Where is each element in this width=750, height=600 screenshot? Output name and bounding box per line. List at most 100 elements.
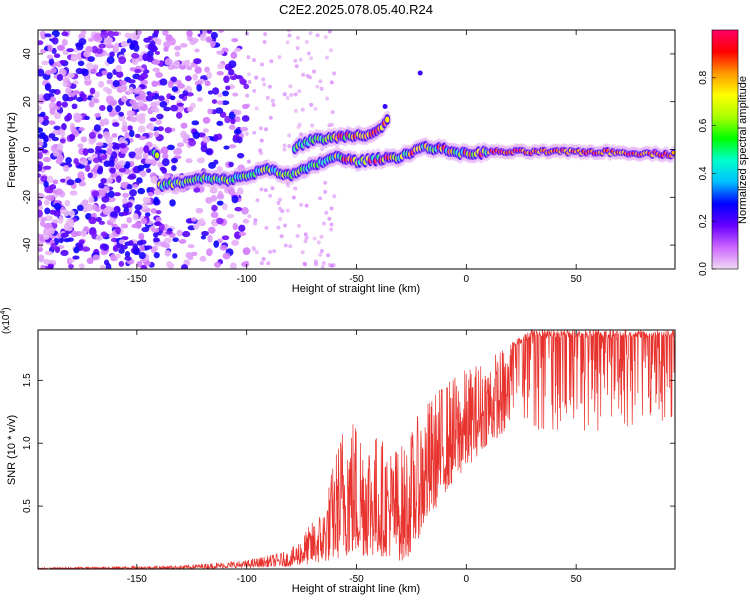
heatmap-cell [107, 30, 115, 37]
heatmap-cell [94, 91, 100, 99]
heatmap-cell [260, 62, 265, 67]
heatmap-cell [122, 192, 130, 198]
heatmap-cell [228, 124, 236, 130]
heatmap-cell [88, 100, 95, 108]
heatmap-cell [216, 217, 224, 225]
heatmap-cell [282, 92, 287, 97]
heatmap-cell [115, 175, 122, 183]
heatmap-cell [96, 48, 104, 55]
heatmap-cell [42, 234, 50, 240]
heatmap-cell [74, 178, 82, 184]
heatmap-cell [66, 112, 73, 121]
heatmap-cell [230, 51, 238, 59]
heatmap-cell [183, 59, 191, 67]
heatmap-cell [247, 79, 252, 84]
heatmap-cell [75, 114, 83, 121]
heatmap-cell [155, 209, 162, 215]
heatmap-cell [159, 78, 168, 86]
heatmap-cell [107, 190, 115, 198]
heatmap-cell [88, 37, 94, 42]
heatmap-cell [285, 95, 290, 100]
heatmap-cell [169, 199, 176, 207]
heatmap-cell [306, 51, 311, 56]
heatmap-cells [38, 30, 675, 269]
heatmap-cell [140, 258, 147, 263]
heatmap-cell [165, 230, 173, 235]
heatmap-cell [185, 75, 192, 82]
heatmap-cell [173, 45, 182, 51]
heatmap-cell [138, 146, 144, 154]
heatmap-cell [120, 41, 129, 48]
heatmap-cell [112, 244, 119, 252]
heatmap-cell [157, 126, 164, 132]
heatmap-cell [60, 249, 69, 257]
heatmap-cell [304, 235, 309, 240]
heatmap-cell [97, 133, 103, 139]
heatmap-cell [238, 224, 246, 232]
heatmap-cell [38, 193, 45, 200]
heatmap-cell [106, 104, 113, 113]
heatmap-cell [185, 158, 193, 164]
heatmap-cell [124, 132, 130, 140]
heatmap-cell [130, 116, 137, 123]
heatmap-cell [48, 88, 57, 94]
heatmap-cell [246, 159, 251, 164]
heatmap-cell [42, 156, 51, 163]
x-tick-label: -100 [237, 574, 257, 585]
heatmap-cell [43, 199, 50, 206]
heatmap-cell [142, 151, 149, 160]
heatmap-cell [80, 159, 89, 165]
heatmap-cell [303, 262, 308, 267]
heatmap-cell [108, 110, 116, 118]
heatmap-cell [132, 243, 139, 251]
heatmap-cell [176, 229, 183, 237]
heatmap-cell [97, 165, 104, 173]
heatmap-cell [297, 89, 302, 94]
heatmap-cell [310, 123, 315, 128]
heatmap-cell [77, 143, 84, 149]
heatmap-cell [221, 100, 230, 106]
heatmap-cell [158, 95, 165, 102]
heatmap-cell [172, 253, 178, 259]
heatmap-cell [44, 250, 53, 256]
heatmap-cell [234, 206, 243, 212]
heatmap-cell [98, 43, 107, 49]
heatmap-cell [262, 39, 267, 44]
heatmap-cell [86, 203, 94, 212]
heatmap-cell [102, 185, 110, 192]
heatmap-cell [145, 168, 152, 173]
heatmap-cell [293, 186, 298, 191]
heatmap-cell [180, 122, 188, 129]
heatmap-cell [264, 225, 269, 230]
heatmap-cell [128, 173, 137, 180]
heatmap-cell [236, 187, 244, 195]
heatmap-cell [109, 211, 118, 218]
heatmap-cell [288, 244, 293, 249]
heatmap-cell [38, 116, 44, 123]
heatmap-cell [48, 226, 55, 235]
heatmap-cell [86, 257, 94, 265]
heatmap-cell [76, 97, 84, 102]
heatmap-cell [84, 164, 91, 172]
heatmap-cell [88, 196, 95, 204]
heatmap-cell [138, 251, 146, 260]
heatmap-cell [283, 243, 288, 248]
heatmap-cell [131, 223, 139, 229]
heatmap-cell [154, 50, 161, 56]
heatmap-cell [148, 92, 156, 97]
heatmap-cell [136, 177, 143, 184]
heatmap-cell [38, 127, 44, 134]
heatmap-cell [78, 38, 87, 46]
heatmap-cell [329, 222, 334, 227]
heatmap-cell [318, 252, 323, 257]
heatmap-cell [88, 216, 97, 225]
heatmap-cell [325, 96, 330, 101]
y-tick-label: 20 [22, 96, 33, 108]
heatmap-cell [150, 208, 157, 214]
heatmap-cell [216, 71, 224, 76]
heatmap-cell [319, 86, 324, 91]
heatmap-cell [55, 158, 63, 165]
heatmap-cell [148, 124, 155, 131]
heatmap-cell [166, 260, 173, 269]
